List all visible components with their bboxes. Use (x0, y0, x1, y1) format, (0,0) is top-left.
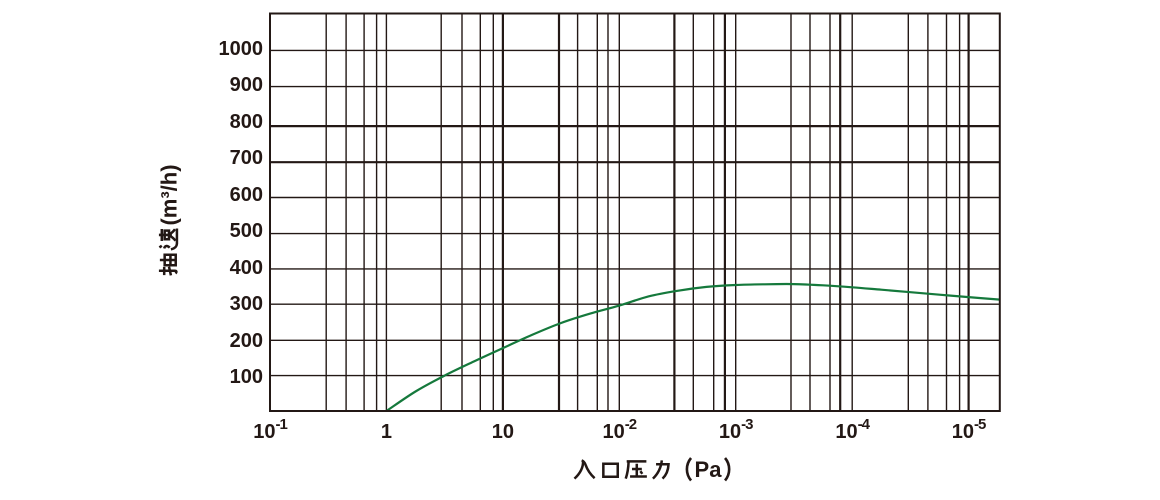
cjk-glyph (573, 459, 596, 480)
y-tick-label: 500 (229, 220, 263, 243)
x-tick-label: 10-4 (835, 417, 870, 443)
x-tick-base: 1 (380, 421, 392, 443)
x-tick-exponent: -2 (624, 416, 637, 433)
cjk-glyph (158, 228, 179, 251)
x-tick-base: 10 (491, 421, 514, 443)
cjk-glyph (685, 457, 693, 482)
pumping-speed-curve (385, 282, 1001, 412)
y-tick-label: 300 (229, 293, 263, 316)
x-tick-label: 1 (381, 422, 392, 442)
x-tick-base: 10 (718, 421, 742, 443)
x-tick-exponent: -4 (857, 416, 870, 433)
y-tick-label: 600 (229, 183, 263, 206)
x-tick-exponent: -5 (974, 416, 986, 433)
x-tick-label: 10-1 (253, 417, 288, 443)
plot-border (269, 12, 1001, 412)
y-tick-label: 700 (229, 147, 263, 170)
y-tick-label: 1000 (218, 37, 264, 60)
cjk-glyph (723, 457, 731, 482)
cjk-glyph (652, 460, 670, 480)
x-tick-label: 10-3 (718, 417, 754, 443)
y-tick-label: 800 (229, 110, 263, 133)
x-tick-label: 10-2 (602, 417, 637, 443)
x-tick-label: 10-5 (951, 417, 987, 443)
x-tick-exponent: -1 (275, 416, 287, 433)
grid-lines (270, 13, 1000, 411)
x-tick-base: 10 (951, 421, 975, 443)
x-tick-exponent: -3 (741, 416, 753, 433)
axis-title-text: (m³/h) (156, 164, 181, 226)
cjk-glyph (158, 253, 178, 276)
y-tick-label: 900 (229, 74, 263, 97)
cjk-glyph (602, 462, 619, 478)
y-tick-label: 200 (229, 329, 263, 352)
cjk-glyph (624, 460, 647, 480)
x-tick-label: 10 (492, 422, 514, 442)
y-axis-title: (m³/h) (156, 164, 183, 277)
x-axis-title: Pa (572, 456, 735, 483)
x-tick-base: 10 (602, 421, 625, 443)
x-tick-base: 10 (253, 421, 276, 443)
x-tick-base: 10 (835, 421, 858, 443)
axis-title-text: Pa (694, 456, 722, 482)
y-tick-label: 400 (229, 256, 263, 279)
y-tick-label: 100 (229, 366, 263, 389)
